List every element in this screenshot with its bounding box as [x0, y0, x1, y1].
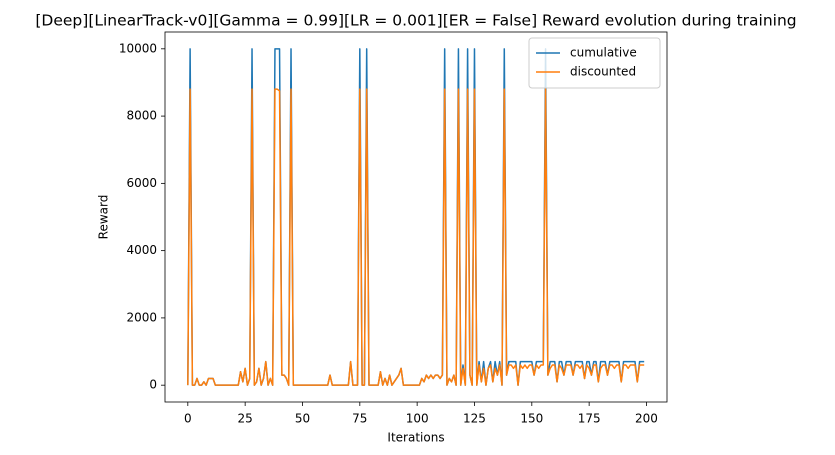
y-tick-label: 0: [149, 378, 157, 392]
y-tick-label: 2000: [126, 310, 157, 324]
x-tick-label: 175: [578, 412, 601, 426]
x-tick-label: 25: [238, 412, 253, 426]
y-tick-label: 8000: [126, 109, 157, 123]
y-tick-label: 6000: [126, 176, 157, 190]
x-tick-label: 125: [463, 412, 486, 426]
x-tick-label: 100: [406, 412, 429, 426]
y-axis-label: Reward: [97, 195, 111, 240]
legend-box: [528, 37, 661, 89]
y-tick-label: 4000: [126, 243, 157, 257]
legend-label: cumulative: [570, 46, 637, 60]
x-tick-label: 0: [184, 412, 192, 426]
plot-frame: [164, 31, 668, 403]
x-tick-label: 50: [295, 412, 310, 426]
x-tick-label: 200: [635, 412, 658, 426]
x-tick-label: 75: [352, 412, 367, 426]
x-tick-label: 150: [520, 412, 543, 426]
legend-label: discounted: [570, 65, 636, 79]
line-series: [187, 88, 645, 386]
y-tick-label: 10000: [119, 41, 157, 55]
x-axis-label: Iterations: [387, 431, 444, 445]
chart-title: [Deep][LinearTrack-v0][Gamma = 0.99][LR …: [35, 12, 796, 30]
